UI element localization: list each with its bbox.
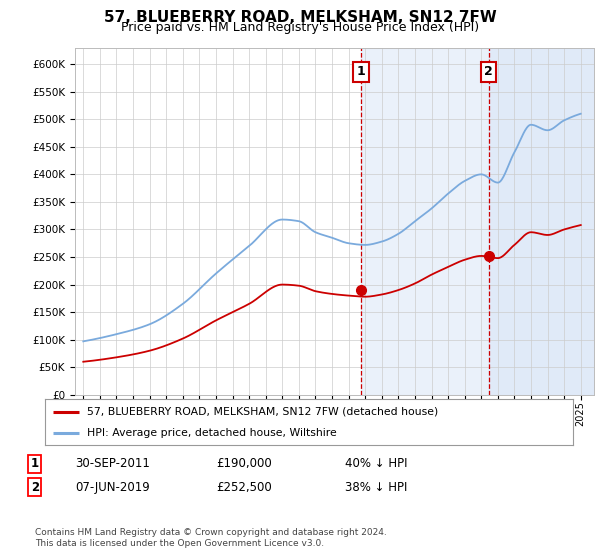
- Text: £252,500: £252,500: [216, 480, 272, 494]
- Bar: [488, 48, 594, 395]
- Text: 1: 1: [31, 457, 39, 470]
- Text: 30-SEP-2011: 30-SEP-2011: [75, 457, 150, 470]
- Text: 57, BLUEBERRY ROAD, MELKSHAM, SN12 7FW (detached house): 57, BLUEBERRY ROAD, MELKSHAM, SN12 7FW (…: [87, 407, 439, 417]
- Bar: [361, 48, 488, 395]
- Text: £190,000: £190,000: [216, 457, 272, 470]
- Text: 57, BLUEBERRY ROAD, MELKSHAM, SN12 7FW: 57, BLUEBERRY ROAD, MELKSHAM, SN12 7FW: [104, 10, 496, 25]
- Text: Contains HM Land Registry data © Crown copyright and database right 2024.
This d: Contains HM Land Registry data © Crown c…: [35, 528, 386, 548]
- Text: 2: 2: [31, 480, 39, 494]
- Text: 1: 1: [356, 66, 365, 78]
- Text: Price paid vs. HM Land Registry's House Price Index (HPI): Price paid vs. HM Land Registry's House …: [121, 21, 479, 34]
- Text: 38% ↓ HPI: 38% ↓ HPI: [345, 480, 407, 494]
- Text: HPI: Average price, detached house, Wiltshire: HPI: Average price, detached house, Wilt…: [87, 428, 337, 438]
- Text: 40% ↓ HPI: 40% ↓ HPI: [345, 457, 407, 470]
- Text: 2: 2: [484, 66, 493, 78]
- Text: 07-JUN-2019: 07-JUN-2019: [75, 480, 150, 494]
